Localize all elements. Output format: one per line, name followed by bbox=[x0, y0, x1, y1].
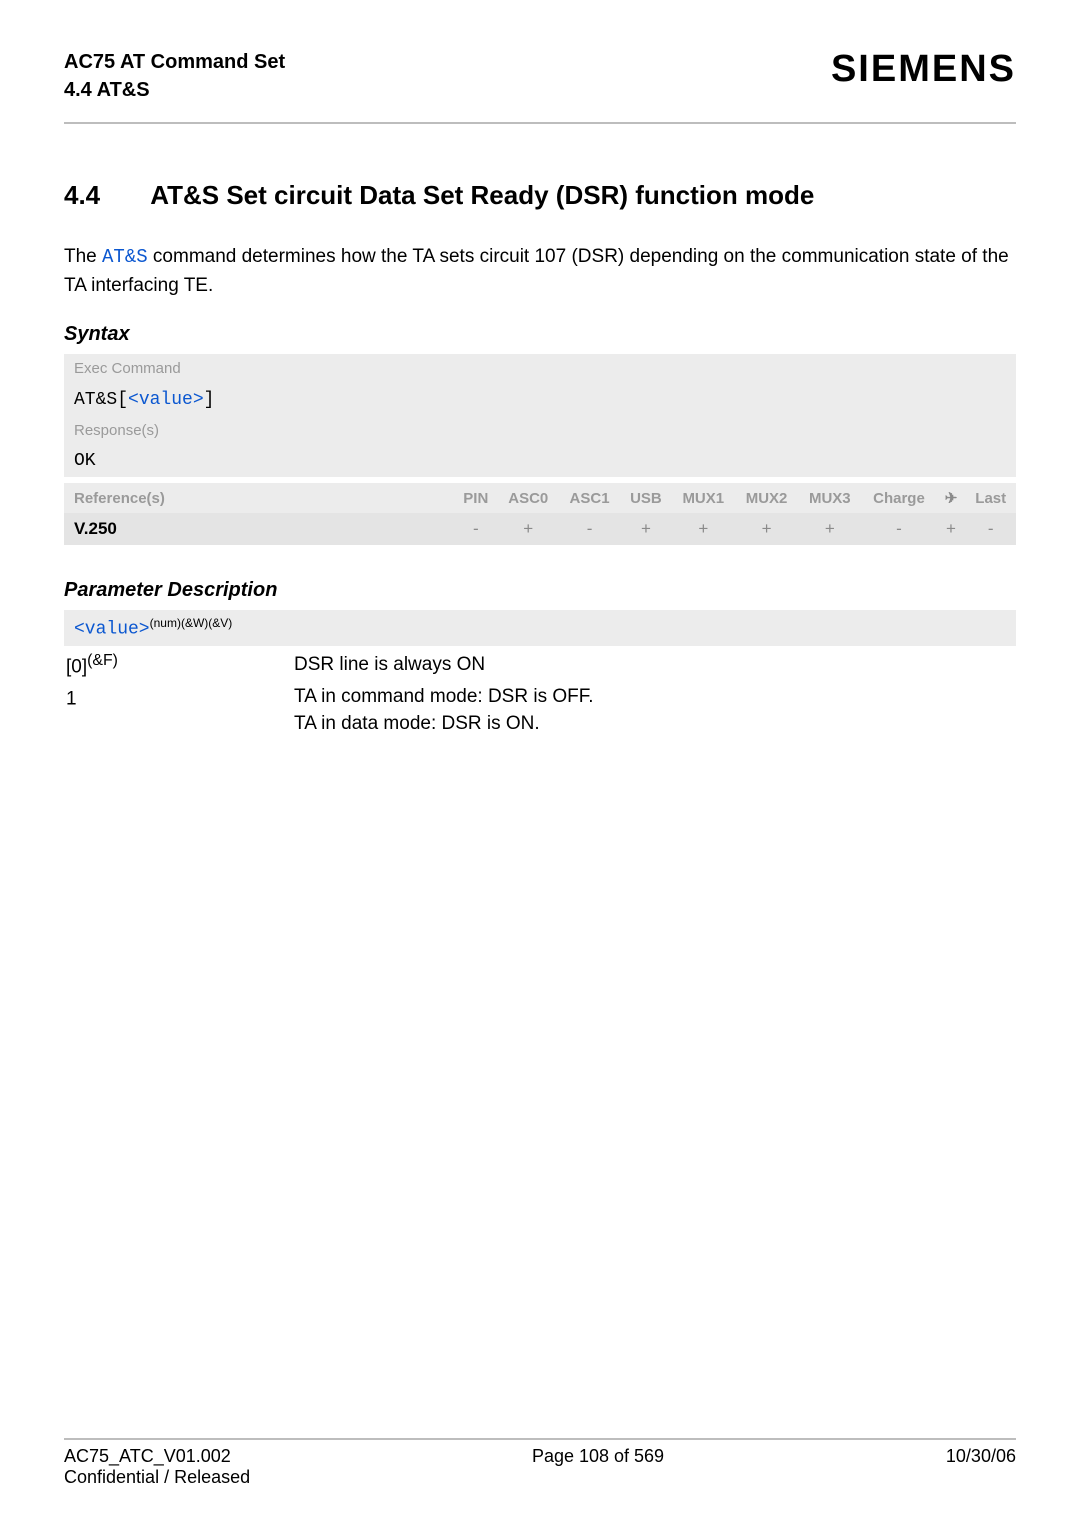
footer-left: AC75_ATC_V01.002 Confidential / Released bbox=[64, 1446, 250, 1488]
page-footer: AC75_ATC_V01.002 Confidential / Released… bbox=[64, 1438, 1016, 1488]
col-charge: Charge bbox=[861, 483, 936, 513]
val-mux1: + bbox=[672, 513, 735, 545]
intro-cmd-link[interactable]: AT&S bbox=[102, 246, 148, 268]
param-val-0: DSR line is always ON bbox=[294, 652, 1016, 679]
col-asc0: ASC0 bbox=[498, 483, 559, 513]
val-asc1: - bbox=[559, 513, 620, 545]
ref-label-cell: Reference(s) bbox=[64, 483, 454, 513]
section-number: 4.4 bbox=[64, 180, 144, 211]
param-row-0: [0](&F) DSR line is always ON bbox=[64, 652, 1016, 679]
brand-logo: SIEMENS bbox=[831, 48, 1016, 91]
col-last: Last bbox=[965, 483, 1016, 513]
table-header-row: Reference(s) PIN ASC0 ASC1 USB MUX1 MUX2… bbox=[64, 483, 1016, 513]
ref-value: V.250 bbox=[64, 513, 454, 545]
param-row-1: 1 TA in command mode: DSR is OFF. TA in … bbox=[64, 684, 1016, 737]
param-key-1: 1 bbox=[64, 684, 294, 737]
param-val-1: TA in command mode: DSR is OFF. TA in da… bbox=[294, 684, 1016, 737]
table-row: V.250 - + - + + + + - + - bbox=[64, 513, 1016, 545]
exec-command-row: AT&S[<value>] bbox=[64, 383, 1016, 416]
intro-post: command determines how the TA sets circu… bbox=[64, 246, 1009, 296]
col-airplane: ✈ bbox=[937, 483, 966, 513]
exec-cmd-post: ] bbox=[204, 390, 215, 410]
footer-left-1: AC75_ATC_V01.002 bbox=[64, 1446, 250, 1467]
col-mux1: MUX1 bbox=[672, 483, 735, 513]
val-last: - bbox=[965, 513, 1016, 545]
val-pin: - bbox=[454, 513, 498, 545]
reference-table: Reference(s) PIN ASC0 ASC1 USB MUX1 MUX2… bbox=[64, 483, 1016, 545]
section-heading: 4.4 AT&S Set circuit Data Set Ready (DSR… bbox=[64, 180, 1016, 211]
doc-title-block: AC75 AT Command Set 4.4 AT&S bbox=[64, 48, 285, 104]
page-header: AC75 AT Command Set 4.4 AT&S SIEMENS bbox=[64, 48, 1016, 104]
param-key-1-text: 1 bbox=[66, 689, 77, 710]
param-heading: Parameter Description bbox=[64, 579, 1016, 602]
footer-center: Page 108 of 569 bbox=[532, 1446, 664, 1488]
val-airplane: + bbox=[937, 513, 966, 545]
footer-left-2: Confidential / Released bbox=[64, 1467, 250, 1488]
val-mux3: + bbox=[798, 513, 861, 545]
col-mux2: MUX2 bbox=[735, 483, 798, 513]
syntax-heading: Syntax bbox=[64, 323, 1016, 346]
footer-row: AC75_ATC_V01.002 Confidential / Released… bbox=[64, 1446, 1016, 1488]
param-code-link[interactable]: <value> bbox=[74, 620, 150, 640]
exec-cmd-pre: AT&S[ bbox=[74, 390, 128, 410]
param-bar: <value>(num)(&W)(&V) bbox=[64, 610, 1016, 646]
header-rule bbox=[64, 122, 1016, 124]
param-key-0: [0](&F) bbox=[64, 652, 294, 679]
footer-rule bbox=[64, 1438, 1016, 1440]
exec-cmd-value-link[interactable]: <value> bbox=[128, 390, 204, 410]
page: AC75 AT Command Set 4.4 AT&S SIEMENS 4.4… bbox=[0, 0, 1080, 1528]
exec-command-label: Exec Command bbox=[64, 354, 1016, 383]
val-charge: - bbox=[861, 513, 936, 545]
intro-pre: The bbox=[64, 246, 102, 267]
syntax-box: Exec Command AT&S[<value>] Response(s) O… bbox=[64, 354, 1016, 477]
response-label: Response(s) bbox=[64, 416, 1016, 445]
val-asc0: + bbox=[498, 513, 559, 545]
param-key-0-sup: (&F) bbox=[87, 652, 118, 669]
col-mux3: MUX3 bbox=[798, 483, 861, 513]
val-usb: + bbox=[620, 513, 671, 545]
param-key-0-text: [0] bbox=[66, 656, 87, 677]
doc-title: AC75 AT Command Set bbox=[64, 48, 285, 76]
section-title: AT&S Set circuit Data Set Ready (DSR) fu… bbox=[150, 180, 814, 210]
col-pin: PIN bbox=[454, 483, 498, 513]
intro-paragraph: The AT&S command determines how the TA s… bbox=[64, 243, 1016, 299]
col-asc1: ASC1 bbox=[559, 483, 620, 513]
col-usb: USB bbox=[620, 483, 671, 513]
param-sup: (num)(&W)(&V) bbox=[150, 616, 233, 630]
airplane-icon: ✈ bbox=[945, 489, 958, 507]
doc-subtitle: 4.4 AT&S bbox=[64, 76, 285, 104]
response-value: OK bbox=[64, 445, 1016, 477]
footer-right: 10/30/06 bbox=[946, 1446, 1016, 1488]
val-mux2: + bbox=[735, 513, 798, 545]
